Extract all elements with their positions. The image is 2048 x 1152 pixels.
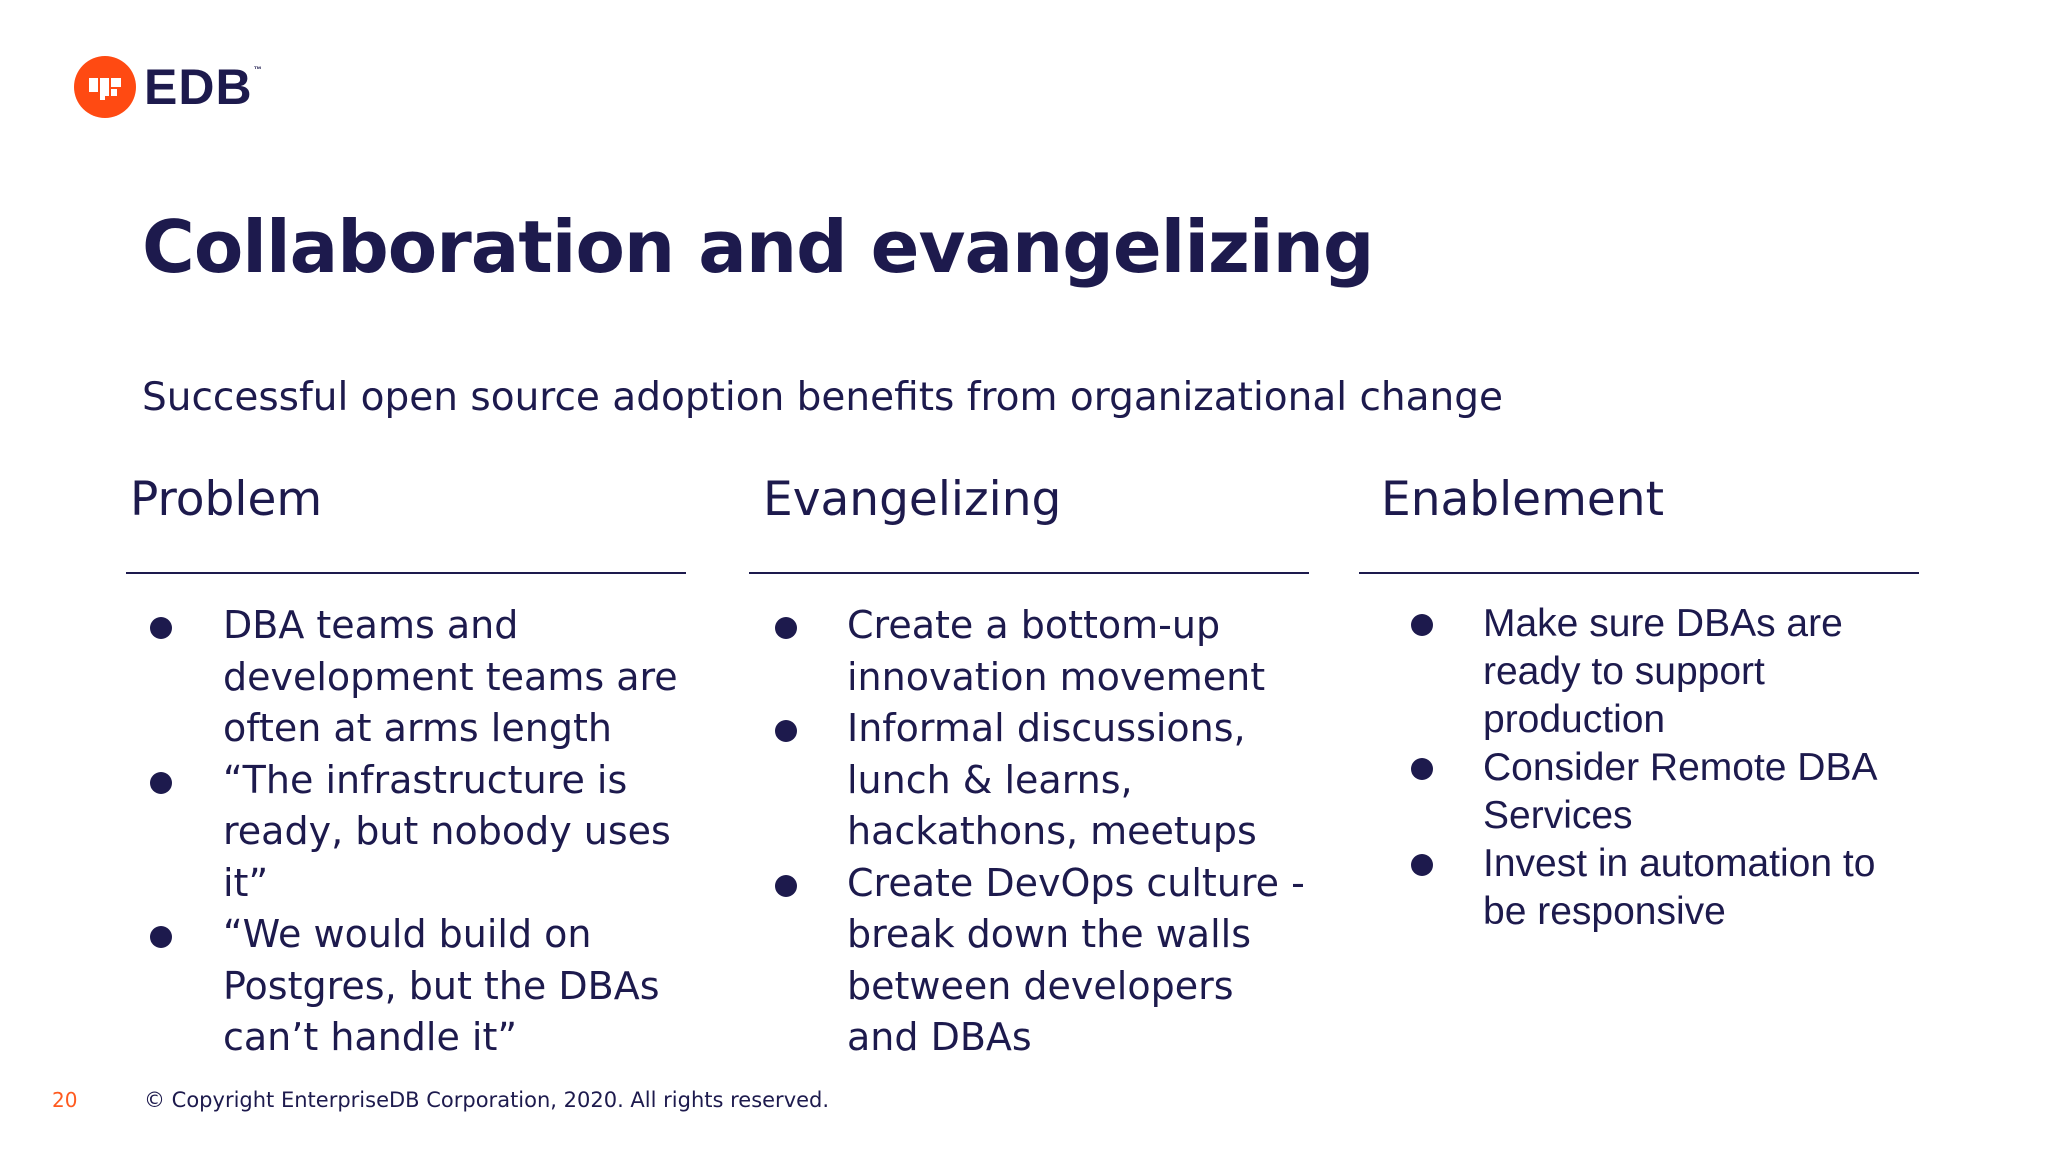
list-item: Make sure DBAs are ready to support prod… xyxy=(1359,600,1921,744)
bullet-icon xyxy=(775,720,797,742)
evangelizing-column: Evangelizing Create a bottom-up innovati… xyxy=(749,470,1311,1064)
slide-subtitle: Successful open source adoption benefits… xyxy=(142,375,1504,420)
bullet-icon xyxy=(1411,758,1433,780)
evangelizing-divider xyxy=(749,572,1309,574)
list-item: Invest in automation to be responsive xyxy=(1359,840,1921,936)
enablement-divider xyxy=(1359,572,1919,574)
problem-list: DBA teams and development teams are ofte… xyxy=(126,600,688,1064)
problem-column: Problem DBA teams and development teams … xyxy=(126,470,688,1064)
list-item: “The infrastructure is ready, but nobody… xyxy=(126,755,688,910)
enablement-list: Make sure DBAs are ready to support prod… xyxy=(1359,600,1921,936)
evangelizing-list: Create a bottom-up innovation movement I… xyxy=(749,600,1311,1064)
list-item: Create a bottom-up innovation movement xyxy=(749,600,1311,703)
bullet-icon xyxy=(775,874,797,897)
bullet-icon xyxy=(775,617,797,639)
bullet-icon xyxy=(150,617,172,639)
edb-logo-wordmark: EDB™ xyxy=(144,59,263,115)
problem-heading: Problem xyxy=(130,472,323,527)
page-number: 20 xyxy=(52,1088,78,1112)
bullet-icon xyxy=(1411,614,1433,636)
elephant-icon xyxy=(89,78,121,100)
edb-logo-mark-icon xyxy=(74,56,136,118)
copyright-notice: © Copyright EnterpriseDB Corporation, 20… xyxy=(144,1088,830,1112)
list-item: DBA teams and development teams are ofte… xyxy=(126,600,688,755)
list-item: Informal discussions, lunch & learns, ha… xyxy=(749,703,1311,858)
slide-title: Collaboration and evangelizing xyxy=(142,205,1374,289)
bullet-icon xyxy=(1411,854,1433,876)
enablement-column: Enablement Make sure DBAs are ready to s… xyxy=(1359,470,1921,936)
list-item: Create DevOps culture - break down the w… xyxy=(749,858,1311,1064)
enablement-heading: Enablement xyxy=(1381,472,1665,527)
edb-logo: EDB™ xyxy=(74,56,263,118)
list-item: Consider Remote DBA Services xyxy=(1359,744,1921,840)
problem-divider xyxy=(126,572,686,574)
evangelizing-heading: Evangelizing xyxy=(763,472,1062,527)
list-item: “We would build on Postgres, but the DBA… xyxy=(126,909,688,1064)
bullet-icon xyxy=(150,926,172,948)
bullet-icon xyxy=(150,771,172,794)
